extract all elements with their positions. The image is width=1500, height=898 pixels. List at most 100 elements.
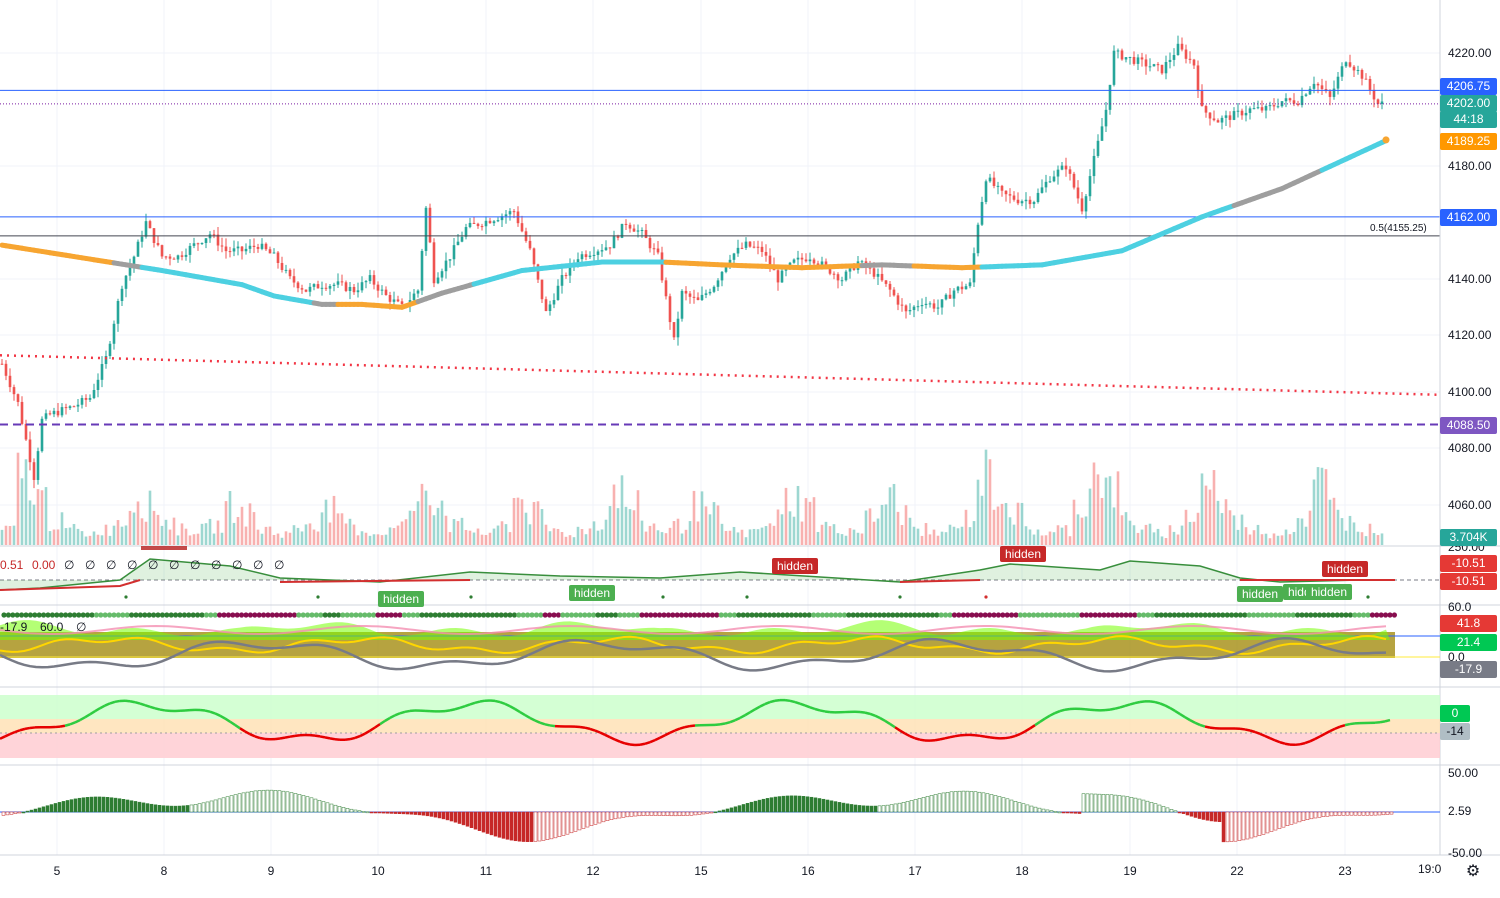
volume-bar (708, 514, 712, 545)
volume-bar (1376, 535, 1380, 545)
indicator-3-line-segment (454, 706, 461, 711)
indicator-3-line-segment (1209, 726, 1216, 730)
candle-body (148, 221, 152, 229)
candle-body (76, 404, 80, 407)
indicator-3-line-segment (204, 709, 211, 713)
volume-bar (1300, 518, 1304, 545)
volume-bar (56, 529, 60, 545)
indicator-3-line-segment (214, 712, 221, 717)
time-axis-label: 17 (908, 864, 922, 878)
signal-dot (1132, 612, 1138, 618)
signal-dot (1383, 612, 1389, 618)
indicator-4-bar (149, 803, 154, 813)
indicator-3-line-segment (899, 729, 906, 735)
time-axis-label: 11 (480, 864, 493, 878)
volume-bar (828, 526, 832, 545)
volume-bar (1276, 535, 1280, 545)
price-badge: 4162.00 (1440, 209, 1497, 226)
indicator-4-bar (725, 808, 730, 813)
indicator-3-line-segment (759, 702, 766, 708)
indicator-3-line-segment (909, 735, 916, 740)
signal-dot (938, 612, 944, 618)
volume-bar (976, 479, 980, 545)
signal-dot (1246, 612, 1252, 618)
volume-bar (556, 528, 560, 545)
candle-body (560, 275, 564, 286)
indicator-4-bar (881, 805, 886, 813)
signal-dot (745, 595, 749, 599)
indicator-4-bar (741, 804, 746, 813)
indicator-4-bar (1329, 811, 1334, 817)
volume-bar (1348, 515, 1352, 545)
signal-dot (881, 612, 887, 618)
volume-bar (28, 500, 32, 545)
volume-bar (200, 523, 204, 545)
indicator-3-line-segment (219, 714, 226, 720)
indicator-4-bar (181, 805, 186, 813)
candle-body (280, 262, 284, 270)
signal-dot (322, 612, 328, 618)
indicator-3-line-segment (1104, 708, 1111, 712)
indicator-4-bar (445, 811, 450, 821)
candle-body (336, 281, 340, 285)
candle-body (624, 223, 628, 225)
volume-bar (988, 459, 992, 545)
gear-icon[interactable]: ⚙ (1465, 863, 1481, 880)
volume-bar (916, 528, 920, 545)
volume-bar (508, 532, 512, 545)
indicator-4-bar (369, 811, 374, 814)
indicator-4-bar (109, 797, 114, 813)
indicator-3-line-segment (1064, 707, 1071, 711)
indicator-4-bar (1389, 811, 1394, 815)
signal-dot (274, 612, 280, 618)
signal-dot (1044, 612, 1050, 618)
signal-dot (630, 612, 636, 618)
candle-body (484, 220, 488, 227)
indicator-4-bar (1157, 804, 1162, 813)
candle-body (212, 234, 216, 236)
indicator-4-bar (433, 811, 438, 818)
indicator-3-line-segment (249, 733, 256, 738)
indicator-4-bar (357, 810, 362, 813)
indicator-4-bar (1121, 795, 1126, 813)
signal-dot (67, 612, 73, 618)
volume-bar (856, 532, 860, 545)
indicator-4-bar (501, 811, 506, 839)
volume-bar (764, 526, 768, 545)
candle-body (840, 280, 844, 282)
candle-body (1048, 181, 1052, 183)
indicator-4-bar (1377, 811, 1382, 816)
candle-body (512, 211, 516, 213)
signal-dot (973, 612, 980, 618)
indicator-1-value: ∅ (253, 558, 263, 572)
volume-bar (384, 534, 388, 545)
candle-body (204, 238, 208, 243)
indicator-4-tick: 50.00 (1448, 766, 1478, 780)
indicator-4-bar (625, 811, 630, 818)
indicator-4-bar (1373, 811, 1378, 816)
indicator-4-bar (253, 790, 258, 813)
candle-body (476, 223, 480, 227)
indicator-4-bar (973, 791, 978, 813)
indicator-3-line-segment (1319, 732, 1326, 738)
signal-dot (441, 612, 447, 618)
indicator-4-bar (1101, 794, 1106, 813)
indicator-3-line-segment (544, 723, 551, 727)
signal-dot (115, 612, 121, 618)
candle-body (188, 245, 192, 255)
signal-dot (283, 612, 289, 618)
indicator-3-lower-zone (0, 733, 1440, 758)
volume-bar (1296, 518, 1300, 545)
indicator-3-line-segment (1179, 712, 1186, 719)
volume-bar (516, 497, 520, 545)
volume-bar (868, 508, 872, 545)
indicator-3-line-segment (389, 714, 396, 719)
volume-bar (332, 495, 336, 545)
volume-bar (980, 495, 984, 545)
volume-bar (452, 519, 456, 545)
candle-body (952, 290, 956, 299)
indicator-4-bar (1289, 811, 1294, 825)
indicator-3-line-segment (259, 736, 266, 741)
volume-bar (1168, 525, 1172, 545)
